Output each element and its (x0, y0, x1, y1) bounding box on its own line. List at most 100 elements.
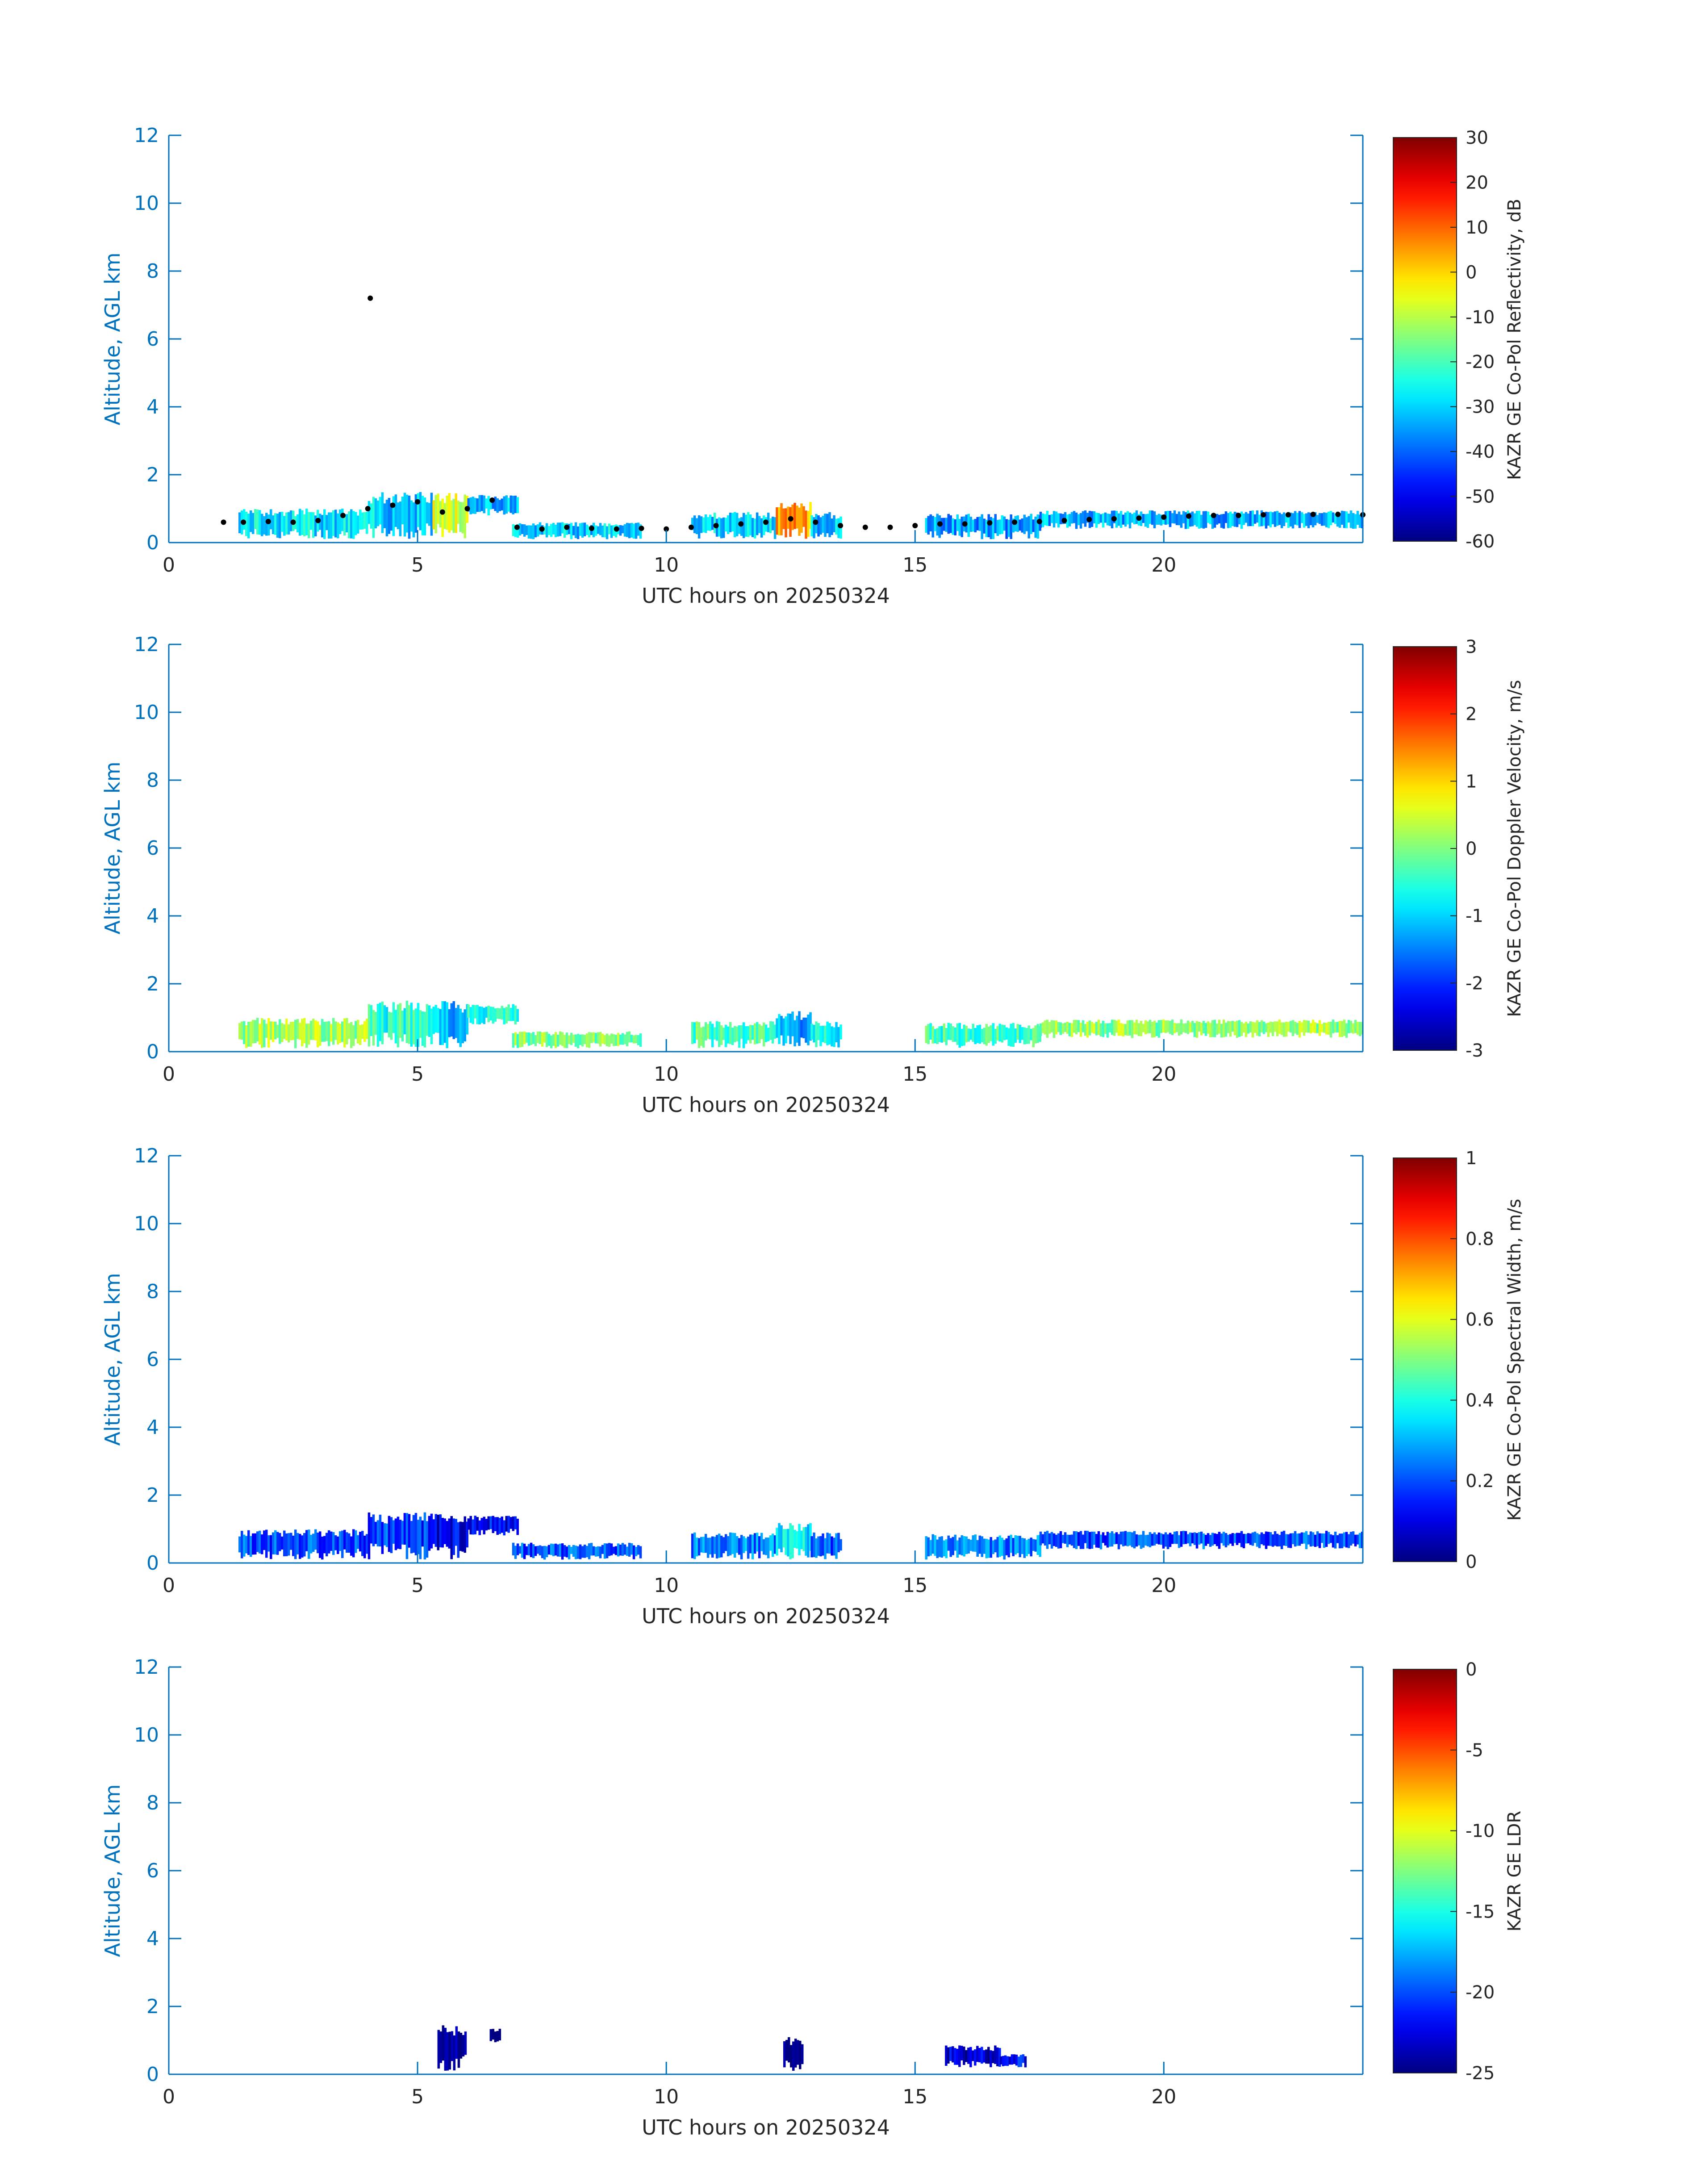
heatmap-cell (996, 520, 999, 536)
heatmap-cell (559, 1031, 562, 1045)
heatmap-cell (927, 516, 930, 535)
heatmap-cell (288, 512, 290, 535)
heatmap-cell (288, 1024, 290, 1043)
heatmap-cell (370, 1517, 373, 1544)
heatmap-cell (285, 512, 288, 535)
heatmap-cell (1023, 514, 1026, 534)
heatmap-cell (1064, 1023, 1067, 1032)
heatmap-cell (981, 1029, 983, 1043)
heatmap-cell (359, 510, 362, 530)
heatmap-cell (1325, 513, 1328, 527)
heatmap-cell (432, 500, 435, 530)
heatmap-cell (983, 1538, 986, 1554)
heatmap-cell (594, 1546, 597, 1557)
heatmap-cell (245, 512, 248, 536)
heatmap-cell (568, 1545, 571, 1559)
heatmap-cell (785, 1529, 787, 1555)
heatmap-cell (1059, 1531, 1062, 1548)
y-axis-label: Altitude, AGL km (100, 252, 125, 425)
heatmap-cell (1093, 1023, 1096, 1034)
heatmap-cell (292, 1535, 295, 1556)
heatmap-cell (492, 2029, 495, 2040)
heatmap-cell (724, 1024, 727, 1047)
heatmap-cell (256, 510, 259, 535)
heatmap-cell (1269, 511, 1272, 527)
heatmap-cell (267, 514, 270, 535)
cloud-base-point (539, 526, 545, 532)
heatmap-cell (1022, 2054, 1025, 2063)
heatmap-cell (1329, 511, 1332, 525)
heatmap-cell (1036, 1024, 1039, 1043)
heatmap-cell (337, 1022, 339, 1045)
heatmap-cell (1050, 1532, 1053, 1549)
heatmap-cell (790, 2045, 793, 2068)
heatmap-cell (401, 1011, 404, 1042)
heatmap-cell (539, 1031, 542, 1044)
heatmap-cell (361, 512, 364, 530)
heatmap-cell (724, 1534, 727, 1551)
cloud-base-points (221, 295, 1366, 532)
heatmap-cell (1278, 513, 1281, 525)
heatmap-cell (343, 514, 346, 536)
heatmap-cell (1309, 1023, 1312, 1034)
heatmap-cell (485, 1519, 488, 1531)
heatmap-cell (1157, 1020, 1161, 1038)
heatmap-cell (1111, 1531, 1114, 1547)
heatmap-cell (1198, 1532, 1201, 1545)
heatmap-cell (700, 1027, 703, 1046)
heatmap-cell (308, 512, 310, 539)
heatmap-cell (628, 1031, 631, 1043)
heatmap-cell (1258, 1534, 1261, 1548)
heatmap-cell (817, 1536, 820, 1556)
heatmap-cell (489, 1516, 492, 1529)
heatmap-cell (771, 1534, 774, 1557)
heatmap-cell (390, 503, 393, 531)
heatmap-cell (798, 1524, 801, 1555)
heatmap-cell (952, 1026, 954, 1042)
heatmap-cell (718, 1534, 721, 1558)
heatmap-cell (1162, 1534, 1165, 1549)
heatmap-cell (1155, 1534, 1158, 1544)
heatmap-cell (301, 510, 304, 535)
heatmap-cell (1231, 1533, 1234, 1546)
heatmap-cell (1229, 1021, 1232, 1037)
heatmap-cell (976, 1025, 979, 1043)
heatmap-cell (330, 1024, 333, 1042)
heatmap-cell (455, 493, 457, 533)
x-axis-label: UTC hours on 20250324 (642, 2115, 890, 2139)
y-tick-label: 4 (146, 905, 159, 928)
heatmap-cell (270, 1535, 272, 1559)
heatmap-cell (576, 1034, 580, 1049)
heatmap-cell (1055, 1534, 1058, 1547)
heatmap-cell (798, 507, 801, 536)
heatmap-cell (1146, 514, 1149, 528)
heatmap-cell (437, 1008, 439, 1033)
heatmap-cell (1066, 514, 1069, 528)
heatmap-cell (828, 1023, 831, 1045)
heatmap-cell (733, 1533, 736, 1558)
heatmap-cell (606, 1033, 609, 1046)
heatmap-cell (697, 1022, 701, 1048)
colorbar: 0-5-10-15-20-25 (1393, 1659, 1495, 2084)
heatmap-cell (1160, 514, 1163, 526)
heatmap-cell (764, 1024, 768, 1042)
heatmap-cell (780, 1015, 783, 1036)
heatmap-cell (1082, 511, 1085, 524)
heatmap-cell (1126, 1532, 1129, 1546)
heatmap-cell (1005, 519, 1008, 539)
heatmap-cell (1320, 1024, 1324, 1032)
heatmap-cell (940, 1536, 943, 1558)
heatmap-cell (509, 1517, 512, 1529)
heatmap-cell (355, 1530, 357, 1553)
heatmap-cell (1347, 1020, 1350, 1033)
heatmap-cell (967, 2047, 970, 2064)
heatmap-cell (1024, 2056, 1027, 2068)
heatmap-cell (756, 1022, 759, 1044)
heatmap-cell (1003, 1540, 1006, 1560)
heatmap-cell (274, 1021, 277, 1040)
heatmap-cell (1012, 518, 1015, 533)
heatmap-cell (987, 514, 990, 537)
heatmap-cell (987, 1539, 990, 1558)
